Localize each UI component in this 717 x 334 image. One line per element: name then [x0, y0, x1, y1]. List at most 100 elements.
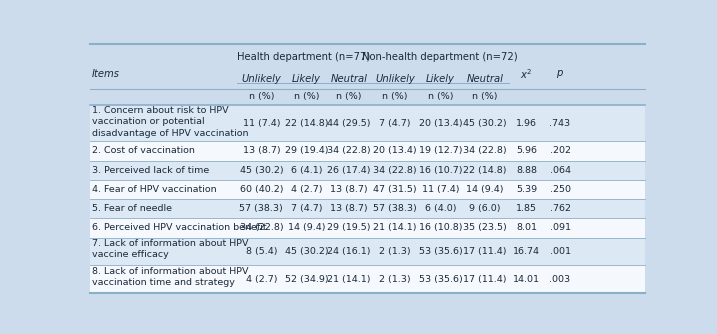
Text: 47 (31.5): 47 (31.5): [374, 185, 417, 194]
Text: 26 (17.4): 26 (17.4): [328, 166, 371, 175]
Text: 8 (5.4): 8 (5.4): [246, 247, 277, 256]
Text: 11 (7.4): 11 (7.4): [242, 119, 280, 128]
Text: Neutral: Neutral: [331, 74, 368, 84]
Text: n (%): n (%): [473, 92, 498, 101]
Text: 53 (35.6): 53 (35.6): [419, 275, 462, 284]
Text: $\it{x}^2$: $\it{x}^2$: [521, 67, 533, 81]
Text: 34 (22.8): 34 (22.8): [374, 166, 417, 175]
Text: Likely: Likely: [293, 74, 321, 84]
Bar: [90, 141, 645, 161]
Text: 7. Lack of information about HPV
vaccine efficacy: 7. Lack of information about HPV vaccine…: [92, 239, 248, 259]
Text: .064: .064: [549, 166, 571, 175]
Text: 45 (30.2): 45 (30.2): [285, 247, 328, 256]
Text: Unlikely: Unlikely: [376, 74, 415, 84]
Text: 4 (2.7): 4 (2.7): [291, 185, 323, 194]
Bar: [90, 199, 645, 218]
Bar: [90, 266, 645, 293]
Bar: [90, 161, 645, 180]
Text: n (%): n (%): [382, 92, 408, 101]
Text: 21 (14.1): 21 (14.1): [328, 275, 371, 284]
Bar: [90, 180, 645, 199]
Text: n (%): n (%): [249, 92, 274, 101]
Text: 8.88: 8.88: [516, 166, 537, 175]
Text: 34 (22.8): 34 (22.8): [239, 223, 283, 232]
Text: .762: .762: [549, 204, 571, 213]
Text: 11 (7.4): 11 (7.4): [422, 185, 460, 194]
Text: Likely: Likely: [426, 74, 455, 84]
Text: 13 (8.7): 13 (8.7): [331, 185, 368, 194]
Text: .003: .003: [549, 275, 571, 284]
Text: 5. Fear of needle: 5. Fear of needle: [92, 204, 172, 213]
Text: 29 (19.5): 29 (19.5): [328, 223, 371, 232]
Text: 44 (29.5): 44 (29.5): [328, 119, 371, 128]
Text: Health department (n=77): Health department (n=77): [237, 52, 371, 62]
Text: 17 (11.4): 17 (11.4): [463, 275, 507, 284]
Text: Neutral: Neutral: [467, 74, 503, 84]
Text: 16 (10.8): 16 (10.8): [419, 223, 462, 232]
Text: 16 (10.7): 16 (10.7): [419, 166, 462, 175]
Text: 9 (6.0): 9 (6.0): [469, 204, 500, 213]
Text: 57 (38.3): 57 (38.3): [374, 204, 417, 213]
Bar: [90, 105, 645, 141]
Text: Items: Items: [92, 69, 120, 79]
Bar: [90, 237, 645, 266]
Text: 20 (13.4): 20 (13.4): [374, 147, 417, 156]
Text: 22 (14.8): 22 (14.8): [285, 119, 328, 128]
Bar: [90, 44, 645, 69]
Text: 45 (30.2): 45 (30.2): [239, 166, 283, 175]
Text: 16.74: 16.74: [513, 247, 540, 256]
Text: 2 (1.3): 2 (1.3): [379, 247, 411, 256]
Text: 20 (13.4): 20 (13.4): [419, 119, 462, 128]
Text: Unlikely: Unlikely: [242, 74, 281, 84]
Text: 14 (9.4): 14 (9.4): [288, 223, 326, 232]
Text: 8. Lack of information about HPV
vaccination time and strategy: 8. Lack of information about HPV vaccina…: [92, 267, 248, 287]
Text: 14 (9.4): 14 (9.4): [466, 185, 504, 194]
Text: .202: .202: [549, 147, 571, 156]
Text: 22 (14.8): 22 (14.8): [463, 166, 507, 175]
Text: 35 (23.5): 35 (23.5): [463, 223, 507, 232]
Text: 34 (22.8): 34 (22.8): [328, 147, 371, 156]
Text: 2 (1.3): 2 (1.3): [379, 275, 411, 284]
Text: 1.96: 1.96: [516, 119, 537, 128]
Text: 7 (4.7): 7 (4.7): [379, 119, 411, 128]
Text: 52 (34.9): 52 (34.9): [285, 275, 328, 284]
Text: 1.85: 1.85: [516, 204, 537, 213]
Text: .250: .250: [549, 185, 571, 194]
Text: n (%): n (%): [428, 92, 453, 101]
Text: 6 (4.1): 6 (4.1): [291, 166, 323, 175]
Text: n (%): n (%): [294, 92, 319, 101]
Text: 24 (16.1): 24 (16.1): [328, 247, 371, 256]
Text: 29 (19.4): 29 (19.4): [285, 147, 328, 156]
Text: n (%): n (%): [336, 92, 362, 101]
Text: 1. Concern about risk to HPV
vaccination or potential
disadvantage of HPV vaccin: 1. Concern about risk to HPV vaccination…: [92, 106, 248, 138]
Text: 6 (4.0): 6 (4.0): [424, 204, 456, 213]
Text: 13 (8.7): 13 (8.7): [331, 204, 368, 213]
Text: .001: .001: [549, 247, 571, 256]
Bar: [90, 218, 645, 237]
Text: 5.96: 5.96: [516, 147, 537, 156]
Text: 2. Cost of vaccination: 2. Cost of vaccination: [92, 147, 195, 156]
Text: .091: .091: [549, 223, 571, 232]
Text: 17 (11.4): 17 (11.4): [463, 247, 507, 256]
Bar: [90, 69, 645, 89]
Text: 3. Perceived lack of time: 3. Perceived lack of time: [92, 166, 209, 175]
Text: 19 (12.7): 19 (12.7): [419, 147, 462, 156]
Text: 34 (22.8): 34 (22.8): [463, 147, 507, 156]
Text: .743: .743: [549, 119, 571, 128]
Text: Non-health department (n=72): Non-health department (n=72): [362, 52, 518, 62]
Text: 7 (4.7): 7 (4.7): [291, 204, 323, 213]
Text: 6. Perceived HPV vaccination benefit: 6. Perceived HPV vaccination benefit: [92, 223, 267, 232]
Text: 4 (2.7): 4 (2.7): [246, 275, 277, 284]
Text: 57 (38.3): 57 (38.3): [239, 204, 283, 213]
Text: 8.01: 8.01: [516, 223, 537, 232]
Text: 21 (14.1): 21 (14.1): [374, 223, 417, 232]
Text: 14.01: 14.01: [513, 275, 540, 284]
Text: $\it{p}$: $\it{p}$: [556, 68, 564, 80]
Text: 13 (8.7): 13 (8.7): [242, 147, 280, 156]
Text: 4. Fear of HPV vaccination: 4. Fear of HPV vaccination: [92, 185, 217, 194]
Text: 60 (40.2): 60 (40.2): [239, 185, 283, 194]
Bar: [90, 89, 645, 105]
Text: 5.39: 5.39: [516, 185, 537, 194]
Text: 53 (35.6): 53 (35.6): [419, 247, 462, 256]
Text: 45 (30.2): 45 (30.2): [463, 119, 507, 128]
